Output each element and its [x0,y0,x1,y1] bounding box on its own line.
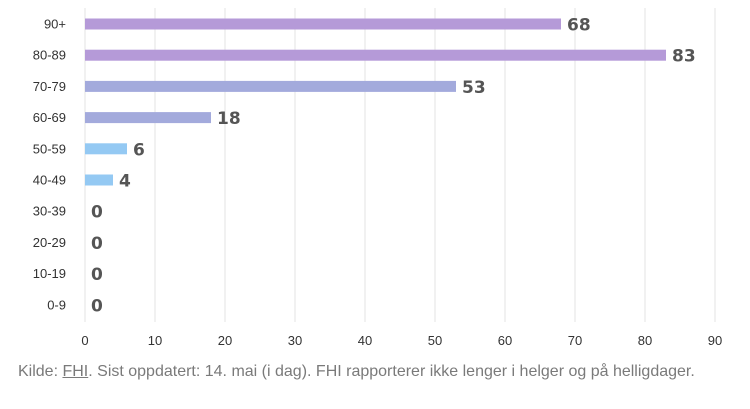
y-tick-label: 0-9 [47,297,66,312]
source-note: Kilde: FHI. Sist oppdatert: 14. mai (i d… [18,361,730,382]
x-tick-label: 0 [81,333,88,348]
y-tick-label: 90+ [44,17,66,32]
y-tick-label: 40-49 [33,173,66,188]
y-tick-label: 60-69 [33,110,66,125]
x-tick-label: 20 [218,333,232,348]
x-tick-label: 60 [498,333,512,348]
x-tick-label: 50 [428,333,442,348]
data-label: 53 [462,78,486,98]
source-text: . Sist oppdatert: 14. mai (i dag). FHI r… [88,363,695,380]
bar [85,49,666,61]
bar [85,112,211,124]
data-label: 0 [91,203,103,223]
y-tick-label: 50-59 [33,141,66,156]
y-tick-label: 10-19 [33,266,66,281]
y-tick-label: 80-89 [33,48,66,63]
x-tick-label: 80 [638,333,652,348]
bar-chart: 0 10 20 30 40 50 60 70 80 90 90+80-8970-7960-6950… [33,8,722,348]
data-label: 18 [217,109,241,129]
y-tick-label: 30-39 [33,204,66,219]
bar [85,80,456,92]
data-label: 68 [567,16,591,36]
y-tick-label: 20-29 [33,235,66,250]
x-tick-label: 30 [288,333,302,348]
x-tick-label: 70 [568,333,582,348]
bar [85,18,561,30]
x-tick-label: 40 [358,333,372,348]
y-tick-label: 70-79 [33,79,66,94]
data-label: 0 [91,265,103,285]
data-label: 6 [133,140,145,160]
x-axis-ticks: 0 10 20 30 40 50 60 70 80 90 [81,333,722,348]
data-label: 0 [91,296,103,316]
bars [85,18,666,186]
x-tick-label: 90 [708,333,722,348]
bar [85,174,113,186]
data-label: 4 [119,172,131,192]
x-tick-label: 10 [148,333,162,348]
data-label: 0 [91,234,103,254]
source-prefix: Kilde: [18,363,63,380]
y-axis-ticks: 90+ 80-89 70-79 60-69 50-59 40-49 30-39 20-29 10… [33,17,66,313]
bar [85,143,127,155]
data-label: 83 [672,47,696,67]
source-link[interactable]: FHI [62,363,89,380]
